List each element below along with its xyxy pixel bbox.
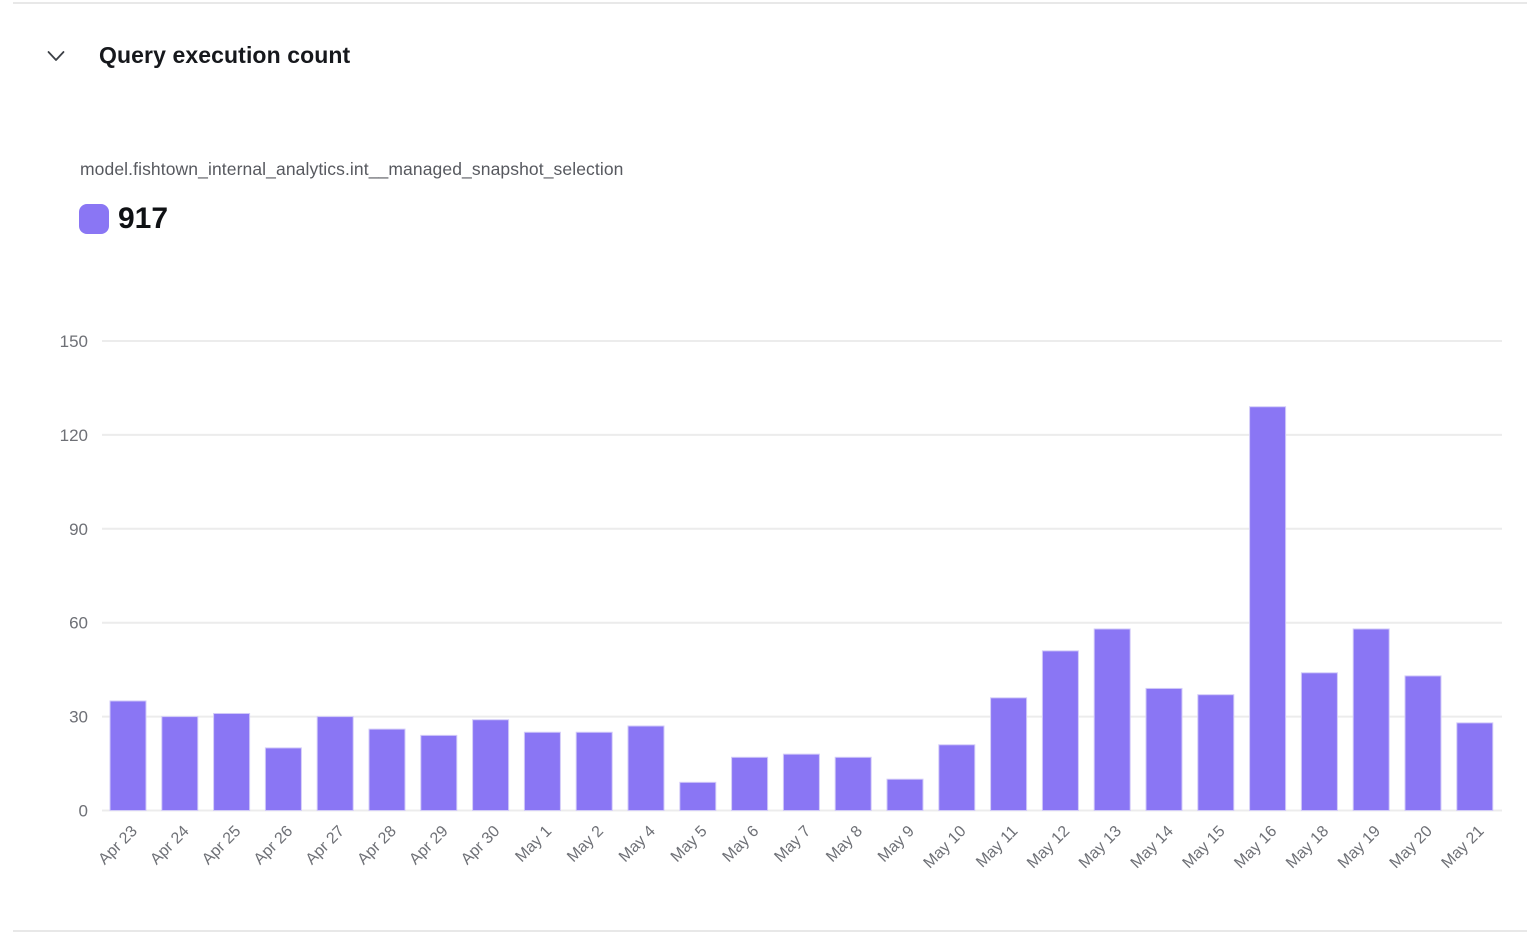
y-axis-tick-label: 60 xyxy=(69,614,88,633)
x-axis-tick-label: May 12 xyxy=(1024,823,1073,872)
chart-bar[interactable] xyxy=(990,697,1028,812)
x-axis-tick-label: Apr 27 xyxy=(303,823,348,868)
chart-bar[interactable] xyxy=(1249,406,1287,811)
chart-bar[interactable] xyxy=(368,728,406,811)
chart-bar[interactable] xyxy=(1197,694,1235,811)
x-axis-tick-label: May 15 xyxy=(1180,823,1229,872)
chart-bar[interactable] xyxy=(1093,628,1131,812)
chart-bar[interactable] xyxy=(1456,722,1494,811)
panel-header: Query execution count xyxy=(43,42,350,69)
top-divider xyxy=(13,2,1527,4)
x-axis-tick-label: May 8 xyxy=(823,823,866,866)
x-axis-tick-label: May 10 xyxy=(921,823,970,872)
x-axis-tick-label: Apr 24 xyxy=(147,823,192,868)
chart-bar[interactable] xyxy=(782,753,820,811)
x-axis-tick-label: May 18 xyxy=(1283,823,1332,872)
x-axis-tick-label: May 20 xyxy=(1387,823,1436,872)
x-axis-tick-label: Apr 28 xyxy=(354,823,399,868)
x-axis-tick-label: May 14 xyxy=(1128,823,1177,872)
y-axis-tick-label: 150 xyxy=(60,332,88,351)
x-axis-tick-label: May 2 xyxy=(564,823,607,866)
x-axis-tick-label: May 21 xyxy=(1439,823,1488,872)
x-axis-tick-label: May 16 xyxy=(1231,823,1280,872)
x-axis-tick-label: May 6 xyxy=(720,823,763,866)
x-axis-tick-label: May 7 xyxy=(771,823,814,866)
chart-bar[interactable] xyxy=(834,756,872,811)
chart-bar[interactable] xyxy=(1352,628,1390,812)
y-axis-tick-label: 90 xyxy=(69,520,88,539)
chart-bar[interactable] xyxy=(213,712,251,811)
x-axis-tick-label: May 5 xyxy=(668,823,711,866)
panel-title: Query execution count xyxy=(99,42,351,68)
x-axis-tick-label: May 11 xyxy=(973,823,1021,871)
legend-item[interactable]: 917 xyxy=(79,202,168,236)
chart-bar[interactable] xyxy=(109,700,147,812)
chart-bar[interactable] xyxy=(316,716,354,811)
chart-bar[interactable] xyxy=(1404,675,1442,811)
x-axis-tick-label: Apr 29 xyxy=(406,823,451,868)
chart-bar[interactable] xyxy=(1041,650,1079,811)
x-axis-tick-label: May 1 xyxy=(512,823,555,866)
x-axis-tick-label: Apr 25 xyxy=(199,823,244,868)
x-axis-tick-label: May 9 xyxy=(875,823,918,866)
y-axis-tick-label: 0 xyxy=(79,802,88,821)
x-axis-tick-label: Apr 23 xyxy=(95,823,140,868)
chart-bar[interactable] xyxy=(886,778,924,812)
chart-bar[interactable] xyxy=(420,734,458,812)
chart-bar[interactable] xyxy=(161,716,199,811)
x-axis-tick-label: May 19 xyxy=(1335,823,1384,872)
series-name: model.fishtown_internal_analytics.int__m… xyxy=(80,159,624,179)
x-axis-tick-label: May 4 xyxy=(616,823,659,866)
x-axis-tick-label: Apr 26 xyxy=(251,823,296,868)
chart-bar[interactable] xyxy=(472,719,510,811)
chart-bar[interactable] xyxy=(523,731,561,811)
legend-swatch xyxy=(79,204,109,234)
collapse-section-button[interactable] xyxy=(43,43,69,69)
chart-bar[interactable] xyxy=(679,781,717,812)
chart-bar[interactable] xyxy=(264,747,302,812)
chart-bar[interactable] xyxy=(627,725,665,811)
chart-bar[interactable] xyxy=(1145,687,1183,811)
bottom-divider xyxy=(13,930,1527,932)
chart-bar[interactable] xyxy=(1300,672,1338,812)
chart-bar[interactable] xyxy=(731,756,769,811)
legend-total: 917 xyxy=(118,202,169,235)
chart-bar[interactable] xyxy=(938,744,976,812)
x-axis-tick-label: May 13 xyxy=(1076,823,1125,872)
y-axis-tick-label: 120 xyxy=(60,426,88,445)
x-axis-tick-label: Apr 30 xyxy=(458,823,503,868)
chevron-down-icon xyxy=(47,50,65,61)
y-axis-tick-label: 30 xyxy=(69,708,88,727)
chart-bar[interactable] xyxy=(575,731,613,811)
